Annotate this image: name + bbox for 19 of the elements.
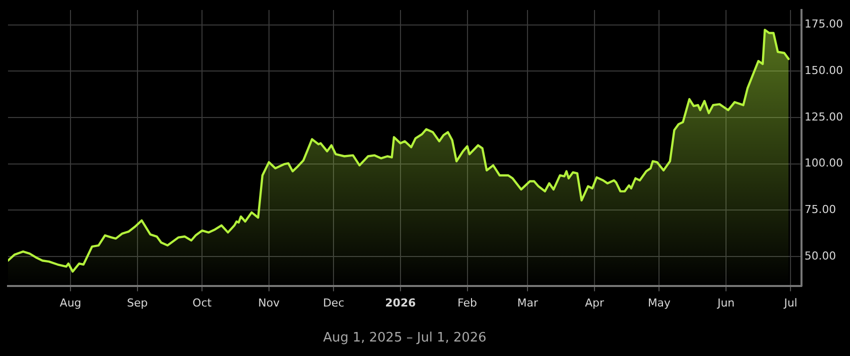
y-tick-label: 100.00: [804, 156, 844, 170]
y-tick-label: 75.00: [804, 203, 836, 216]
y-tick-label: 125.00: [804, 110, 844, 124]
x-tick-label: Apr: [584, 296, 604, 310]
x-tick-label: Jul: [783, 296, 798, 310]
x-tick-label: Oct: [192, 296, 212, 310]
x-axis-title: Aug 1, 2025 – Jul 1, 2026: [323, 330, 486, 346]
x-tick-label: 2026: [385, 296, 416, 310]
x-tick-label: Sep: [127, 296, 148, 310]
x-tick-label: Jun: [716, 296, 735, 310]
x-tick-label: Feb: [458, 296, 478, 310]
y-tick-label: 175.00: [804, 18, 844, 31]
x-tick-label: Aug: [60, 296, 82, 310]
y-tick-label: 50.00: [804, 249, 836, 262]
x-tick-label: Mar: [517, 296, 539, 310]
x-tick-label: Nov: [258, 296, 280, 310]
x-tick-label: Dec: [322, 296, 344, 310]
x-tick-label: May: [648, 296, 672, 310]
y-tick-label: 150.00: [804, 64, 844, 78]
